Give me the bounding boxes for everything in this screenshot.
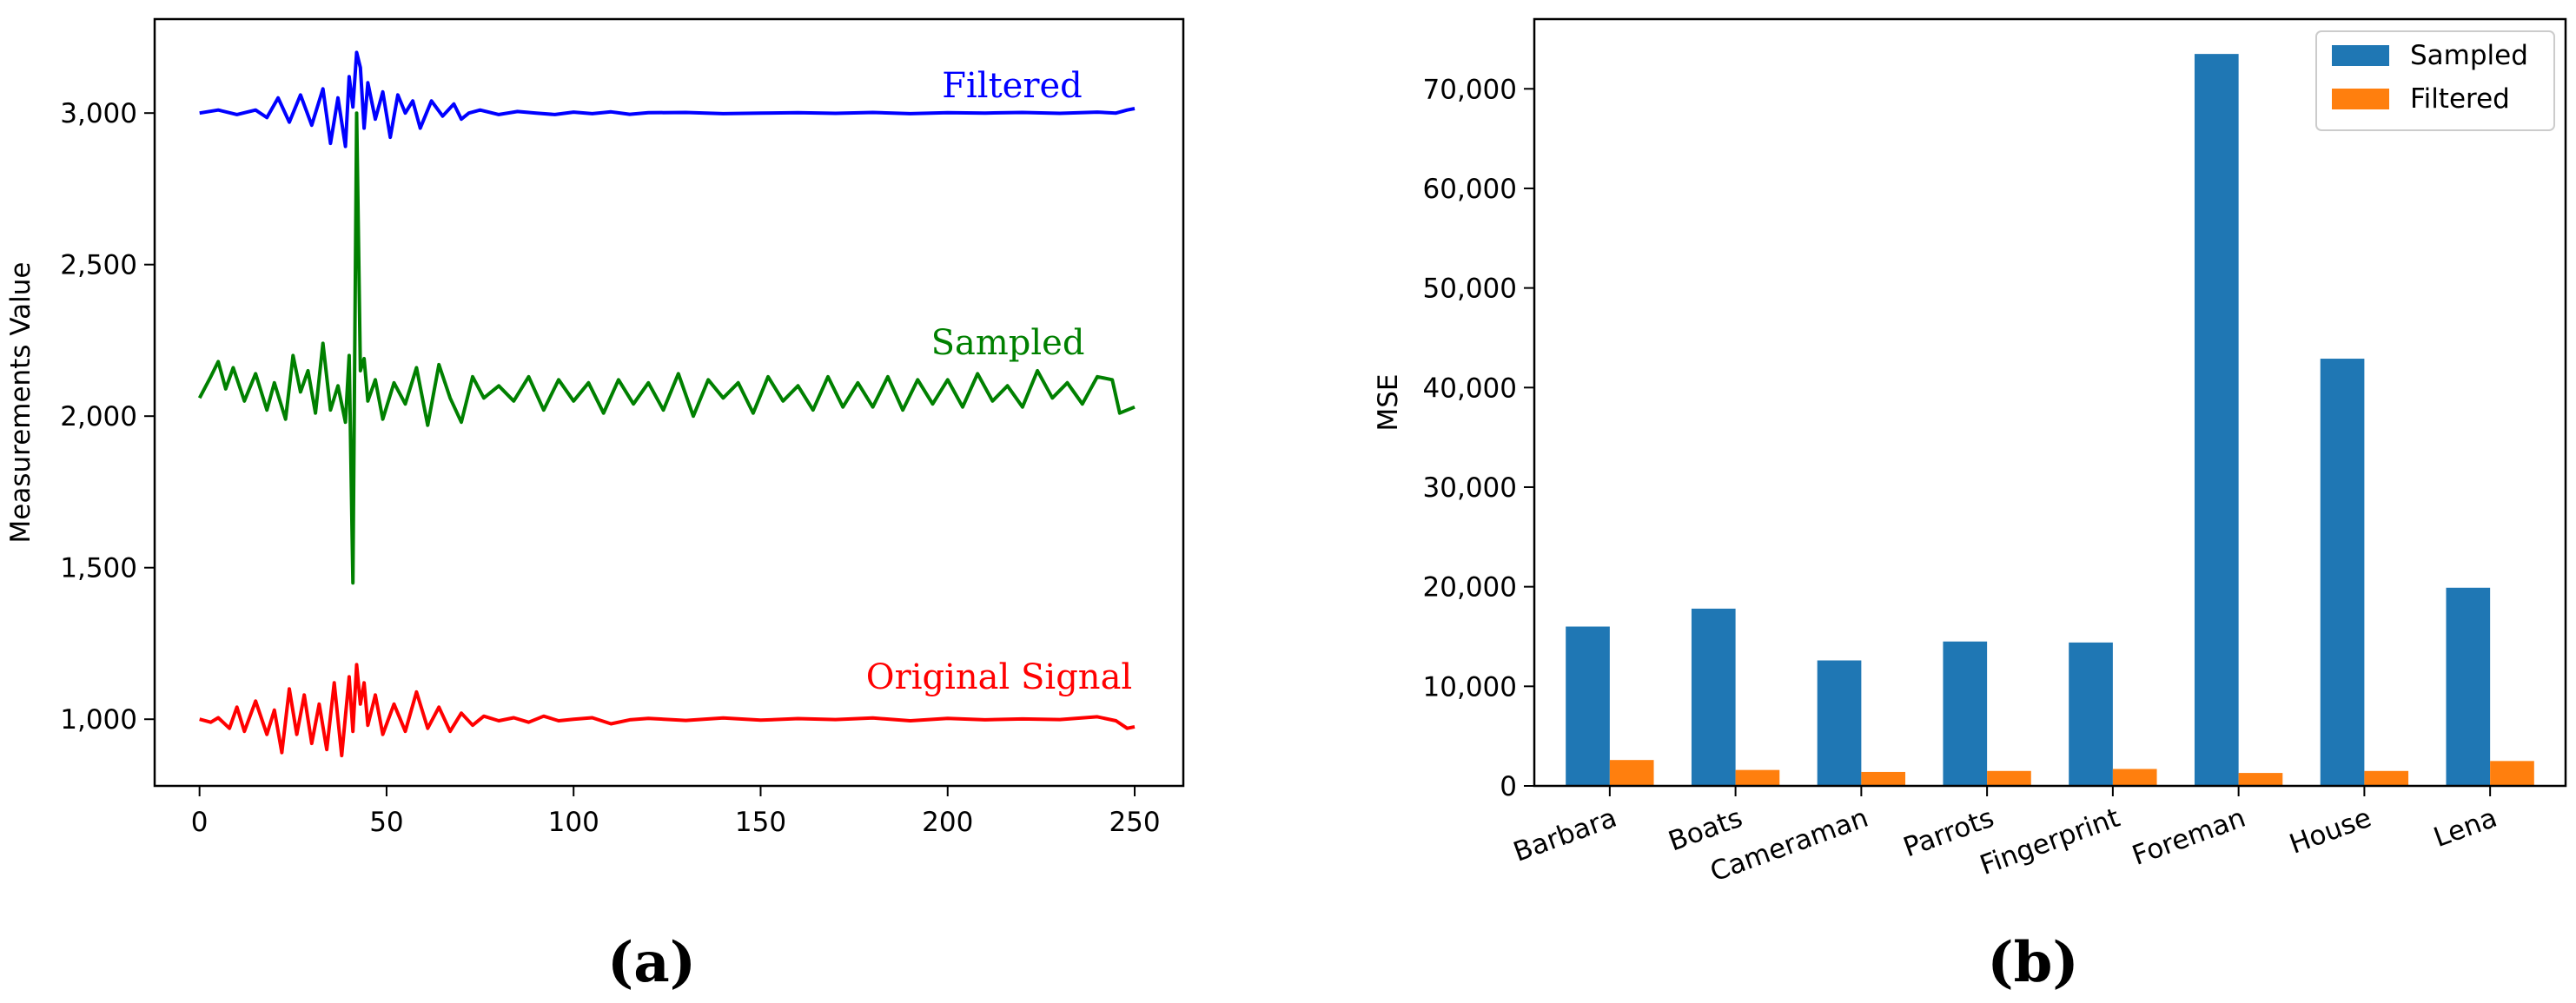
chart-b-legend-label: Sampled [2410,40,2528,71]
chart-a-xtick-label: 200 [922,807,973,838]
chart-b-ytick-label: 60,000 [1423,174,1517,205]
chart-b-bar-sampled [1943,641,1988,786]
chart-b-bar-sampled [1566,626,1610,786]
chart-b-ytick-label: 30,000 [1423,472,1517,504]
chart-b-legend-swatch-sampled [2332,45,2389,66]
chart-a-ytick-label: 3,000 [60,98,137,129]
chart-b-bar-sampled [2446,587,2491,786]
chart-a-series-lines [197,50,1136,758]
chart-b-ytick-label: 70,000 [1423,74,1517,105]
chart-a-xtick-label: 100 [548,807,599,838]
chart-b-legend-swatch-filtered [2332,89,2389,109]
chart-b-xtick-label: Lena [2430,802,2501,854]
chart-b-ytick-label: 20,000 [1423,572,1517,604]
chart-a-series-line-filtered [199,50,1136,148]
chart-a-ticks: 0 50 100 150 200 250 1,000 1,500 2,000 2,500 3,000 [60,98,1160,838]
chart-b-bar-sampled [1817,660,1862,786]
chart-a-annotation: Filtered [942,66,1082,106]
chart-b-xtick-label: House [2286,802,2376,861]
chart-a-xtick-label: 150 [735,807,786,838]
chart-b-bar-filtered [1987,770,2031,786]
chart-a-xtick-label: 50 [369,807,403,838]
chart-b-ytick-label: 10,000 [1423,671,1517,703]
chart-a-ytick-label: 2,000 [60,401,137,432]
chart-a-series-line-sampled [197,111,1136,585]
chart-a-xtick-label: 0 [191,807,209,838]
chart-b-bar-sampled [1691,608,1736,786]
chart-a-ylabel: Measurements Value [5,262,36,544]
panel-a-label: (a) [607,930,696,995]
chart-a-annotation: Sampled [931,323,1085,363]
chart-b-frame [1533,17,2567,788]
chart-b-xtick-label: Foreman [2129,802,2250,872]
chart-b-bars [1566,54,2534,787]
chart-b-xtick-label: Fingerprint [1976,802,2123,881]
chart-a-annotation: Original Signal [866,657,1132,697]
chart-b-bar-sampled [2194,54,2239,787]
chart-b-bar-filtered [2364,770,2409,786]
chart-b-bar-sampled [2069,642,2113,786]
chart-b-bar-sampled [2320,359,2365,786]
chart-a: 0 50 100 150 200 250 1,000 1,500 2,000 2,500 3,000… [5,17,1185,838]
chart-b-ytick-label: 0 [1500,771,1517,802]
chart-b-ylabel: MSE [1373,373,1404,431]
chart-a-ytick-label: 2,500 [60,250,137,281]
chart-b-ytick-label: 50,000 [1423,274,1517,305]
chart-b-bar-filtered [2490,761,2534,786]
chart-a-ytick-label: 1,000 [60,704,137,736]
chart-a-frame [153,17,1185,788]
chart-b-legend: Sampled Filtered [2315,30,2555,131]
chart-b-bar-filtered [2238,773,2283,786]
chart-b-ytick-label: 40,000 [1423,373,1517,404]
chart-b-legend-label: Filtered [2410,83,2510,115]
chart-a-ytick-label: 1,500 [60,553,137,584]
chart-b-xtick-label: Barbara [1509,802,1620,868]
panel-b-label: (b) [1987,930,2078,995]
chart-b-bar-filtered [1861,771,1906,786]
chart-b-bar-filtered [2112,769,2157,786]
chart-a-xtick-label: 250 [1109,807,1160,838]
chart-b-bar-filtered [1735,769,1780,786]
chart-b-bar-filtered [1609,760,1654,786]
chart-a-annotations: Filtered Sampled Original Signal [866,66,1132,697]
chart-a-series-line-original-signal [199,663,1136,758]
